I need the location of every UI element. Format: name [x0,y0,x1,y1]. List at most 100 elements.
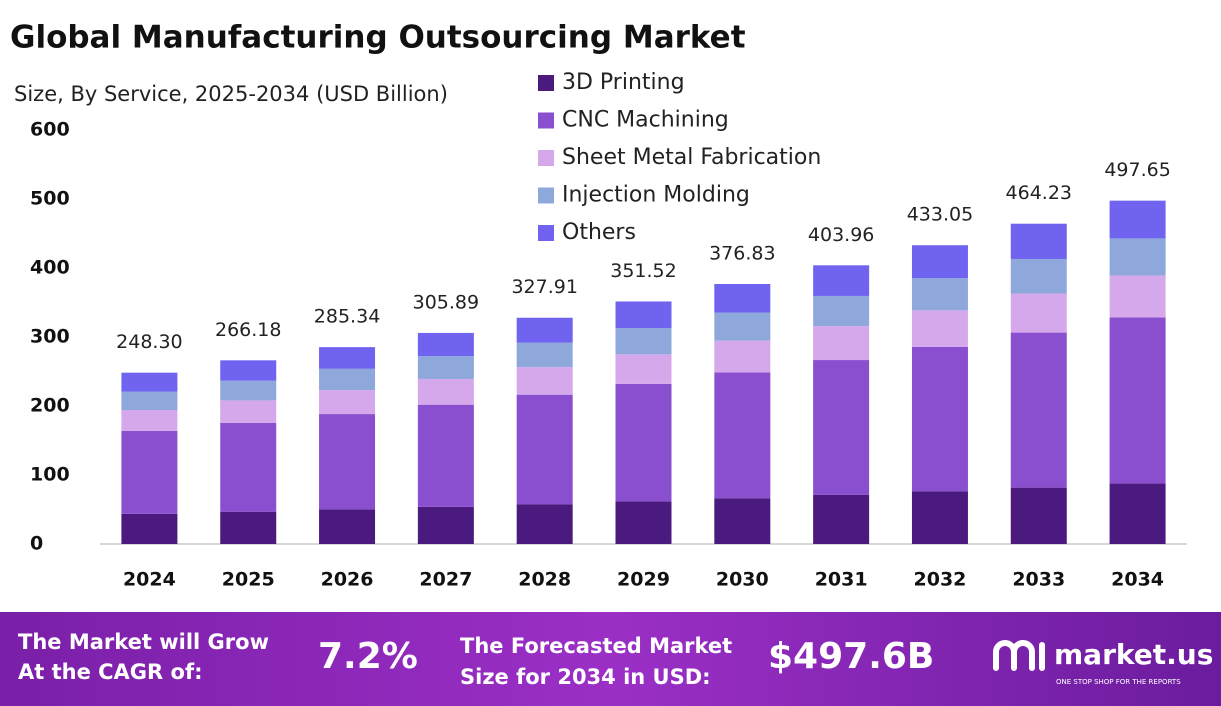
bar-segment [1010,293,1067,333]
bar-segment [813,265,870,296]
bar-segment [615,354,672,384]
bar-segment [417,356,474,379]
bar-segment [911,245,968,279]
bar-segment [220,511,277,544]
bar-segment [417,506,474,544]
bar-segment [319,368,376,391]
bar-segment [516,342,573,368]
x-tick-label: 2034 [1111,569,1164,591]
bar-segment [121,372,178,392]
bar-segment [1109,275,1166,318]
bar-segment [121,513,178,544]
total-label: 327.91 [511,276,577,298]
bar-segment [417,404,474,507]
size-text: The Forecasted Market [460,634,732,658]
cagr-text: At the CAGR of: [18,660,203,684]
bar-segment [220,360,277,381]
size-text: Size for 2034 in USD: [460,665,711,689]
bar-segment [121,430,178,514]
bar-segment [220,422,277,512]
total-label: 403.96 [808,224,874,246]
bar-segment [220,400,277,423]
bar-segment [1010,223,1067,259]
total-label: 351.52 [610,260,676,282]
x-tick-label: 2033 [1012,569,1065,591]
legend-swatch [538,225,554,241]
bar-segment [319,414,376,510]
bar-segment [319,509,376,544]
footer-band [0,612,1221,706]
x-tick-label: 2026 [321,569,374,591]
total-label: 464.23 [1006,182,1072,204]
bar-segment [615,328,672,355]
legend-label: Injection Molding [562,183,750,208]
x-tick-label: 2028 [518,569,571,591]
bar-segment [220,380,277,401]
bar-segment [615,383,672,502]
bar-segment [714,498,771,544]
chart-subtitle: Size, By Service, 2025-2034 (USD Billion… [14,82,448,106]
legend: 3D Printing CNC Machining Sheet Metal Fabr… [538,70,821,245]
bar-segment [319,390,376,415]
bar-segment [417,378,474,405]
legend-swatch [538,187,554,204]
bar-segment [516,317,573,343]
bar-segment [714,284,771,313]
bar-segment [911,278,968,311]
bar-segment [911,310,968,347]
legend-swatch [538,150,554,166]
y-tick-label: 500 [30,188,70,210]
cagr-value: 7.2% [318,636,418,677]
bar-segment [1109,238,1166,276]
bar-segment [1109,200,1166,239]
x-tick-label: 2025 [222,569,275,591]
legend-label: Others [562,220,636,245]
bar-segment [911,346,968,492]
bar-segment [1109,483,1166,544]
total-label: 433.05 [907,204,973,226]
y-tick-label: 600 [30,119,70,141]
bar-segment [813,295,870,327]
bar-segment [615,301,672,329]
total-label: 266.18 [215,319,281,341]
y-tick-label: 100 [30,464,70,486]
total-label: 497.65 [1104,159,1170,181]
total-label: 305.89 [413,291,479,313]
brand: market.us [1054,638,1213,671]
legend-label: 3D Printing [562,70,685,95]
bar-segment [1010,258,1067,294]
total-label: 285.34 [314,306,380,328]
bar-segment [121,410,178,431]
bar-segment [121,391,178,411]
legend-swatch [538,112,554,129]
size-value: $497.6B [768,636,934,677]
y-tick-label: 200 [30,395,70,417]
chart-title: Global Manufacturing Outsourcing Market [10,20,746,56]
legend-swatch [538,75,554,91]
bar-segment [714,340,771,373]
cagr-text: The Market will Grow [18,630,269,654]
bar-segment [1010,332,1067,488]
x-tick-label: 2031 [815,569,868,591]
bar-segment [911,491,968,544]
bar-segment [417,332,474,357]
bar-segment [813,494,870,544]
legend-label: Sheet Metal Fabrication [562,145,821,170]
bar-segment [615,501,672,544]
x-tick-label: 2027 [419,569,472,591]
x-tick-label: 2030 [716,569,769,591]
y-tick-label: 400 [30,257,70,279]
x-tick-label: 2032 [914,569,967,591]
x-tick-label: 2024 [123,569,176,591]
y-tick-label: 0 [30,533,43,555]
total-label: 376.83 [709,242,775,264]
y-tick-label: 300 [30,326,70,348]
plot: 0 100 200 300 400 500 600 248.30 2024 266.18 2025 2… [30,119,1187,591]
bar-segment [813,360,870,495]
legend-label: CNC Machining [562,108,729,133]
bar-segment [1109,317,1166,484]
tagline: ONE STOP SHOP FOR THE REPORTS [1056,678,1181,686]
total-label: 248.30 [116,331,182,353]
bar-segment [516,394,573,505]
